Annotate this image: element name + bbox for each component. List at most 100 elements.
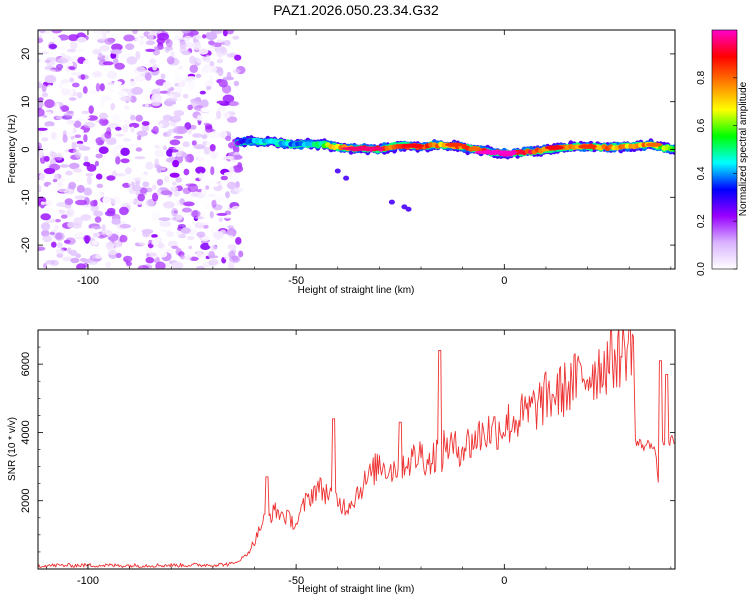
noise-blob [69,40,78,50]
noise-blob [171,261,184,269]
noise-blob [200,242,211,251]
noise-blob [210,104,215,113]
snr-y-tick-label: 4000 [20,420,32,444]
spectrogram-x-label: Height of straight line (km) [298,285,415,296]
noise-blob [48,252,60,259]
noise-blob [218,130,228,139]
noise-blob [113,81,123,86]
noise-blob [106,207,116,214]
noise-blob [52,179,58,183]
noise-blob [129,245,140,253]
noise-blob [111,116,123,124]
noise-blob [117,260,127,269]
colorbar-tick-label: 0.2 [696,214,707,228]
noise-blob [139,38,145,46]
noise-blob [83,235,91,243]
noise-blob [46,69,56,73]
colorbar: 0.0 0.2 0.4 0.6 0.8 Normalized spectral ampl… [696,29,749,276]
noise-blob [145,257,155,264]
spectrogram-frame [37,29,676,270]
noise-blob [217,67,224,77]
noise-blob [216,212,228,216]
noise-blob [185,76,197,81]
noise-blob [54,232,65,241]
noise-blob [151,184,157,191]
noise-blob [230,205,242,214]
noise-blob [144,103,149,109]
noise-blob [232,68,241,74]
noise-blob [75,199,88,206]
noise-blob [154,158,159,167]
noise-blob [209,211,214,219]
noise-blob [66,119,76,125]
noise-blob [123,34,135,42]
noise-blob [47,183,60,193]
noise-blob [107,70,118,79]
noise-blob [45,125,56,132]
spectrogram-y-tick-label: 10 [20,96,32,108]
noise-blob [56,45,68,51]
noise-blob [151,234,158,238]
noise-blob [38,144,41,152]
noise-blob [74,134,82,138]
noise-blob [147,32,154,42]
noise-blob [216,100,226,104]
ridge-core [671,146,675,152]
noise-blob [90,200,98,207]
noise-blob [183,201,195,207]
noise-blob [102,184,108,191]
noise-blob [67,61,74,67]
noise-blob [39,173,46,181]
noise-blob [91,254,96,259]
noise-blob [46,144,56,151]
noise-blob [51,241,57,248]
noise-blob [94,191,102,198]
noise-blob [102,195,112,205]
snr-x-tick-label: -100 [77,575,99,587]
noise-blob [198,172,204,181]
noise-blob [50,151,57,158]
noise-blob [189,55,196,64]
noise-blob [76,92,83,99]
noise-blob [44,99,55,109]
noise-blob [169,186,176,193]
noise-blob [67,34,79,42]
ridge-hotspot [401,143,425,148]
noise-blob [68,162,80,170]
noise-blob [234,181,240,189]
noise-blob [189,124,197,130]
noise-blob [157,32,170,41]
noise-blob [235,237,242,245]
noise-blob [83,187,93,196]
noise-blob [137,265,150,269]
noise-blob [163,131,172,137]
noise-blob [172,159,180,168]
noise-blob [165,97,178,102]
spectrogram-y-tick-label: 20 [20,48,32,60]
noise-blob [104,131,112,139]
noise-blob [158,217,171,222]
noise-blob [113,241,122,248]
noise-blob [207,193,216,198]
noise-blob [80,74,86,80]
noise-blob [107,81,114,86]
noise-blob [189,64,199,74]
noise-blob [75,48,86,53]
noise-blob [67,49,76,53]
noise-blob [203,146,211,155]
noise-blob [177,224,186,229]
noise-blob [94,160,99,167]
noise-blob [176,214,183,221]
noise-blob [216,50,222,57]
noise-blob [76,144,85,148]
noise-blob [187,104,193,111]
noise-blob [61,87,70,96]
noise-blob [88,105,94,114]
noise-blob [92,30,105,34]
noise-blob [171,207,179,217]
noise-blob [227,244,237,251]
noise-blob [135,114,143,122]
noise-blob [190,192,199,197]
noise-blob [130,114,136,121]
noise-blob [230,162,239,166]
